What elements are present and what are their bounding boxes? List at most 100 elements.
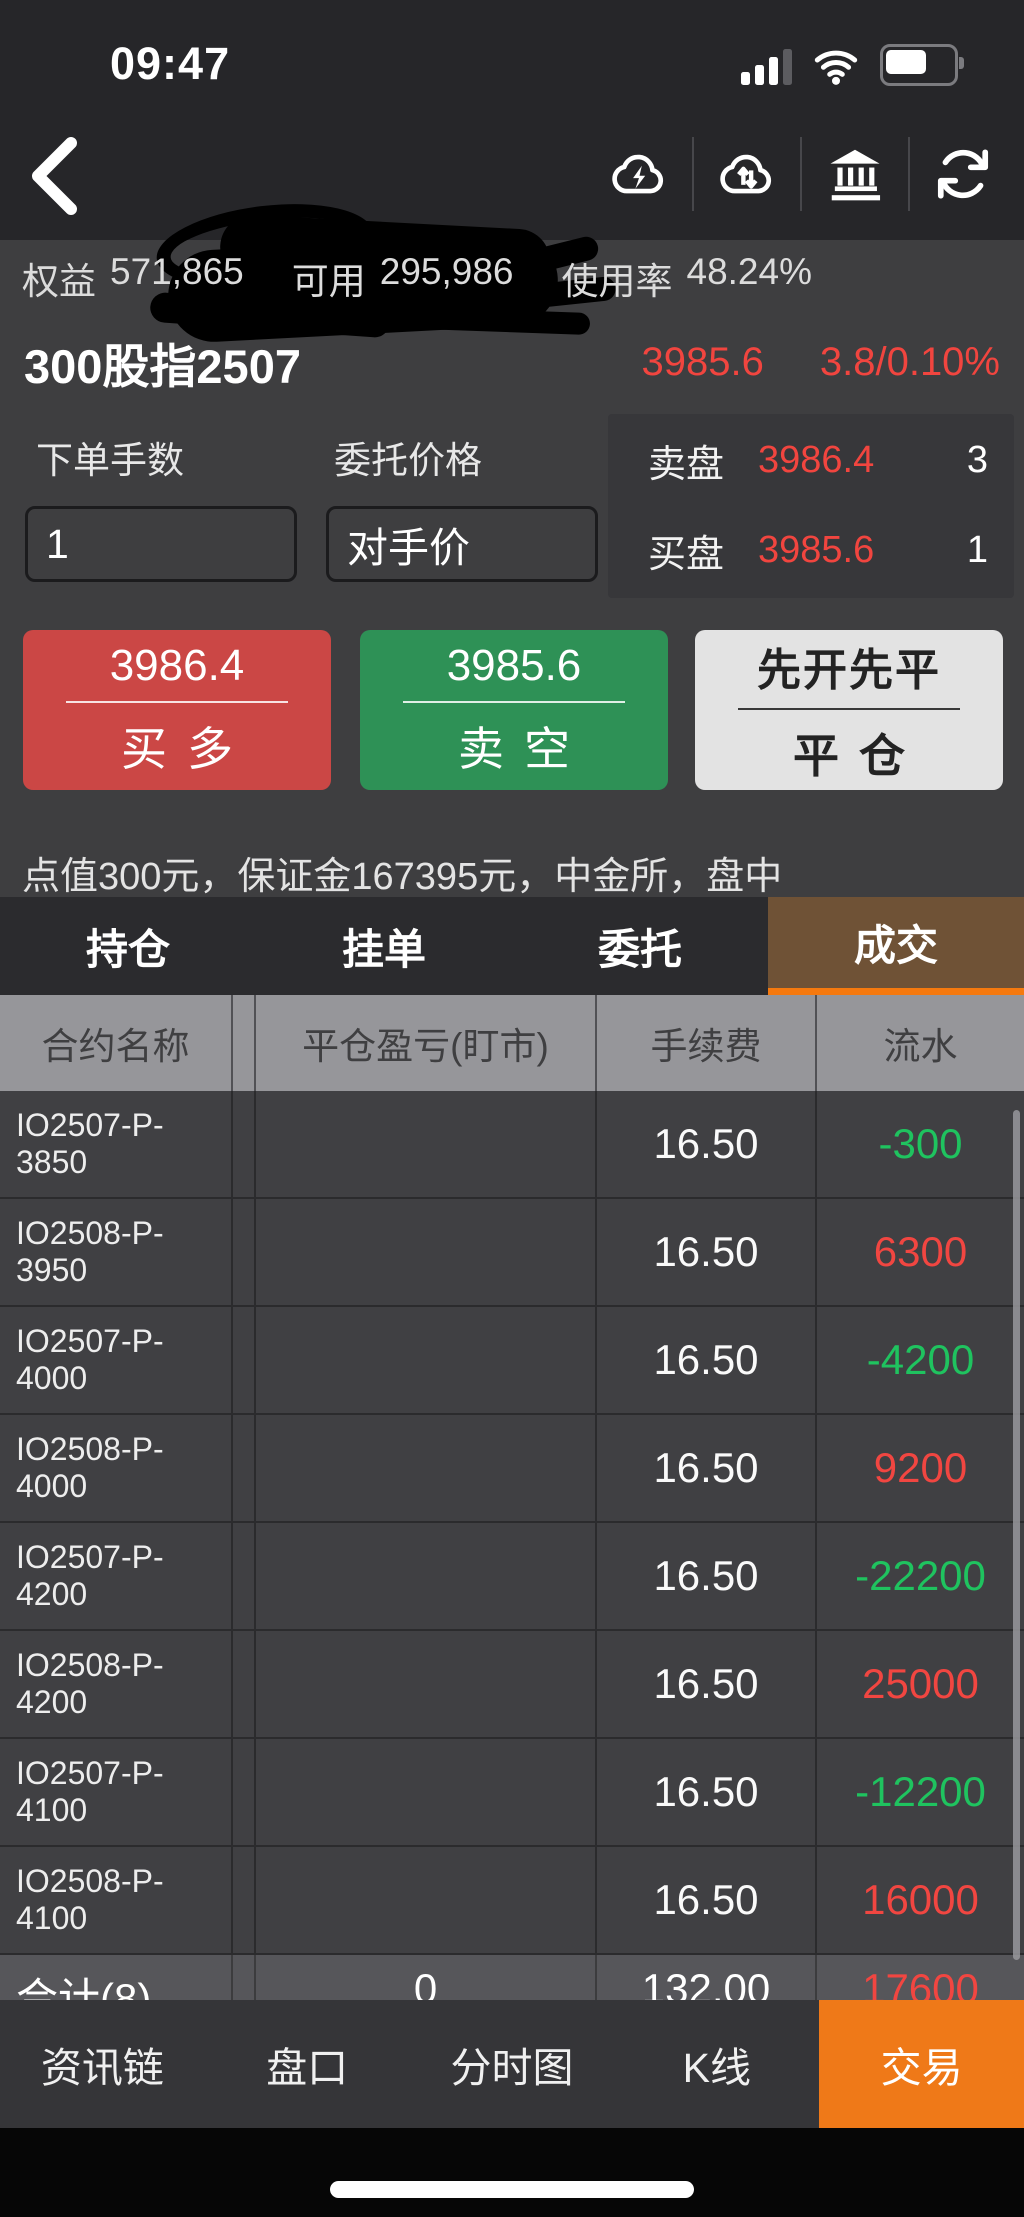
bid-price: 3985.6 [758, 528, 875, 571]
ask-price: 3986.4 [758, 438, 875, 481]
usage-value: 48.24% [686, 251, 813, 292]
available-label: 可用 [291, 261, 366, 302]
price-change: 3.8/0.10% [819, 339, 1000, 384]
buy-price: 3986.4 [109, 641, 245, 690]
equity-label: 权益 [22, 261, 96, 302]
cell-contract: IO2508-P-4200 [0, 1631, 233, 1737]
cell-flow: -12200 [855, 1768, 986, 1815]
account-summary: 权益 571,865 可用 295,986 使用率 48.24% [0, 240, 1024, 316]
divider [800, 137, 802, 211]
depth-quote-panel[interactable]: 卖盘 3986.4 3 买盘 3985.6 1 [608, 414, 1014, 598]
available-value: 295,986 [379, 251, 514, 292]
sell-short-button[interactable]: 3985.6 卖空 [360, 630, 668, 790]
cell-flow: 6300 [873, 1228, 968, 1275]
close-label: 平仓 [793, 730, 925, 782]
tab-filled[interactable]: 成交 [768, 897, 1024, 995]
table-row[interactable]: IO2507-P-3850 16.50 -300 [0, 1091, 1024, 1199]
navbar-actions [586, 126, 1016, 222]
cell-fee: 16.50 [597, 1631, 817, 1737]
clock: 09:47 [110, 38, 231, 89]
cell-fee: 16.50 [597, 1307, 817, 1413]
table-row[interactable]: IO2507-P-4000 16.50 -4200 [0, 1307, 1024, 1415]
ask-row[interactable]: 卖盘 3986.4 3 [608, 430, 1014, 490]
price-label: 委托价格 [334, 440, 482, 481]
bottom-tab-depth[interactable]: 盘口 [266, 2045, 349, 2091]
divider [692, 137, 694, 211]
bottom-tab-news[interactable]: 资讯链 [40, 2045, 164, 2091]
cell-flow: -4200 [866, 1336, 975, 1383]
cloud-transfer-icon[interactable] [694, 126, 800, 222]
status-bar: 09:47 [0, 0, 1024, 112]
bottom-tab-trade[interactable]: 交易 [819, 2000, 1024, 2128]
bottom-tab-intraday[interactable]: 分时图 [450, 2045, 574, 2091]
signal-icon [741, 45, 792, 85]
cell-contract: IO2507-P-4100 [0, 1739, 233, 1845]
price-input[interactable]: 对手价 [326, 506, 598, 582]
cell-pnl [256, 1523, 597, 1629]
cell-contract: IO2507-P-4000 [0, 1307, 233, 1413]
cell-flow: 16000 [862, 1876, 979, 1923]
ask-volume: 3 [966, 438, 988, 481]
header-fee: 手续费 [597, 995, 817, 1091]
close-mode: 先开先平 [757, 646, 941, 695]
divider [66, 701, 288, 703]
bottom-tab-kline[interactable]: K线 [682, 2045, 751, 2091]
cell-pnl [256, 1307, 597, 1413]
divider [738, 708, 960, 710]
cell-flow: -22200 [855, 1552, 986, 1599]
bid-label: 买盘 [648, 533, 725, 576]
top-bar-zone: 09:47 [0, 0, 1024, 345]
qty-input[interactable]: 1 [25, 506, 297, 582]
cell-pnl [256, 1091, 597, 1197]
last-price: 3985.6 [641, 339, 764, 384]
bank-icon[interactable] [802, 126, 908, 222]
table-row[interactable]: IO2508-P-4200 16.50 25000 [0, 1631, 1024, 1739]
table-row[interactable]: IO2507-P-4200 16.50 -22200 [0, 1523, 1024, 1631]
trades-table: IO2507-P-3850 16.50 -300 IO2508-P-3950 1… [0, 1091, 1024, 1955]
tab-entrust[interactable]: 委托 [597, 925, 682, 973]
cell-pnl [256, 1415, 597, 1521]
tab-pending-orders[interactable]: 挂单 [341, 925, 426, 973]
contract-name[interactable]: 300股指2507 [24, 339, 301, 393]
cell-pnl [256, 1199, 597, 1305]
buy-label: 买多 [121, 723, 253, 775]
cell-contract: IO2508-P-4100 [0, 1847, 233, 1953]
table-row[interactable]: IO2508-P-4100 16.50 16000 [0, 1847, 1024, 1955]
header-pnl: 平仓盈亏(盯市) [256, 995, 597, 1091]
cell-fee: 16.50 [597, 1739, 817, 1845]
table-row[interactable]: IO2507-P-4100 16.50 -12200 [0, 1739, 1024, 1847]
cell-fee: 16.50 [597, 1199, 817, 1305]
cell-contract: IO2508-P-3950 [0, 1199, 233, 1305]
cell-contract: IO2508-P-4000 [0, 1415, 233, 1521]
header-spacer [233, 995, 256, 1091]
bottom-nav-bar: 资讯链 盘口 分时图 K线 交易 [0, 2000, 1024, 2128]
table-row[interactable]: IO2508-P-3950 16.50 6300 [0, 1199, 1024, 1307]
cell-contract: IO2507-P-3850 [0, 1091, 233, 1197]
bottom-safe-area [0, 2128, 1024, 2217]
divider [908, 137, 910, 211]
contract-info-line: 点值300元，保证金167395元，中金所，盘中 [22, 856, 783, 898]
bid-row[interactable]: 买盘 3985.6 1 [608, 520, 1014, 580]
divider [403, 701, 625, 703]
table-header: 合约名称 平仓盈亏(盯市) 手续费 流水 [0, 995, 1024, 1091]
status-icons [741, 42, 964, 88]
back-icon[interactable] [18, 134, 88, 218]
table-row[interactable]: IO2508-P-4000 16.50 9200 [0, 1415, 1024, 1523]
order-entry-section: 下单手数 委托价格 1 对手价 卖盘 3986.4 3 买盘 3985.6 1 [0, 408, 1024, 629]
cell-flow: 25000 [862, 1660, 979, 1707]
scrollbar[interactable] [1013, 1110, 1020, 1960]
cell-flow: 9200 [873, 1444, 968, 1491]
tab-positions[interactable]: 持仓 [85, 925, 170, 973]
buy-long-button[interactable]: 3986.4 买多 [23, 630, 331, 790]
header-flow: 流水 [883, 1026, 958, 1067]
bid-volume: 1 [966, 528, 988, 571]
home-indicator[interactable] [330, 2181, 694, 2198]
refresh-icon[interactable] [910, 126, 1016, 222]
usage-label: 使用率 [561, 261, 673, 302]
contract-quote: 3985.6 3.8/0.10% [642, 340, 1000, 385]
cell-fee: 16.50 [597, 1523, 817, 1629]
cloud-lightning-icon[interactable] [586, 126, 692, 222]
close-position-button[interactable]: 先开先平 平仓 [695, 630, 1003, 790]
cell-contract: IO2507-P-4200 [0, 1523, 233, 1629]
